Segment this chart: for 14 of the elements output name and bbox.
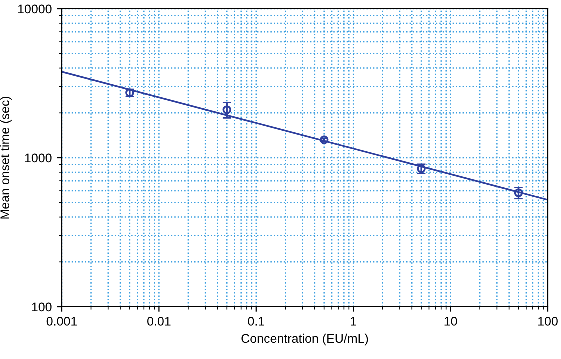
x-tick-label: 1 [351,317,356,326]
x-tick-label: 0.1 [248,317,264,326]
y-tick-label: 1000 [25,154,52,163]
y-tick-label: 100 [32,302,52,312]
x-tick-label: 100 [538,317,558,326]
x-tick-label: 0.001 [46,317,78,326]
point [514,188,524,198]
x-tick-label: 0.01 [148,317,171,326]
y-tick-label: 10000 [18,4,52,14]
point [222,106,232,114]
y-axis-title: Mean onset time (sec) [0,96,12,219]
x-tick-label: 10 [444,317,458,326]
x-axis-title: Concentration (EU/mL) [242,334,368,346]
point [320,136,329,144]
